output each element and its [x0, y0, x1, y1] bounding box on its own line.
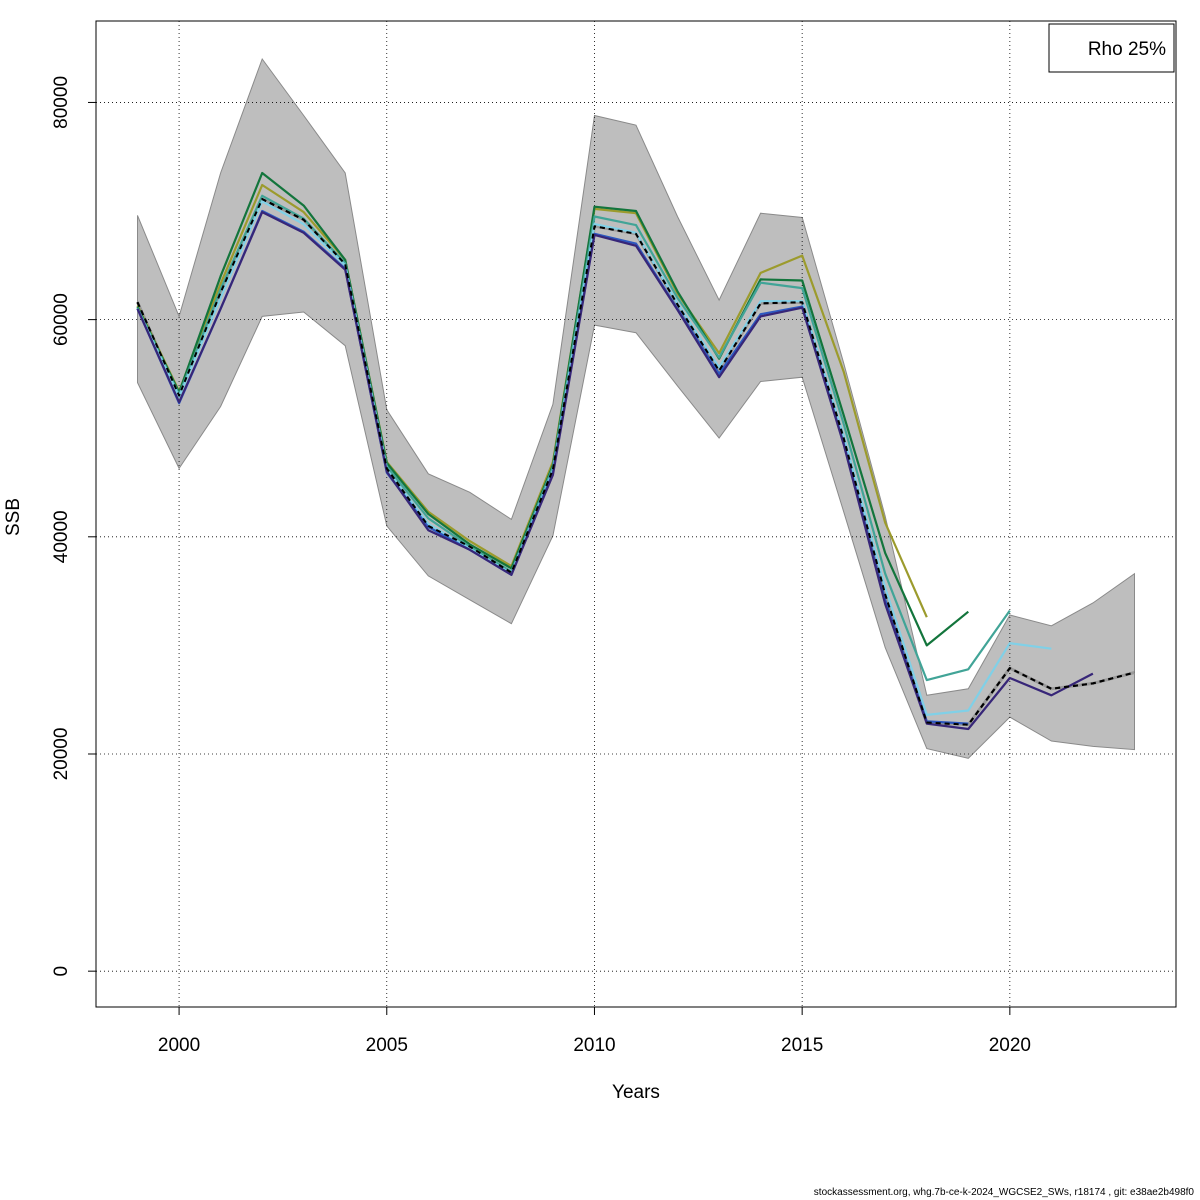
legend-box: [1048, 23, 1175, 73]
x-tick-label: 2005: [366, 1035, 408, 1056]
x-tick-label: 2010: [573, 1035, 615, 1056]
y-axis: 0 20000 40000 60000 80000: [51, 76, 97, 977]
series-lines: [136, 171, 1135, 731]
legend-label: Rho 25%: [1088, 39, 1166, 60]
series-line-reference: [136, 198, 1135, 726]
confidence-band: [137, 57, 1135, 759]
y-axis-title: SSB: [3, 498, 24, 536]
x-tick-label: 2020: [989, 1035, 1031, 1056]
legend: Rho 25%: [1048, 23, 1175, 73]
y-tick-label: 40000: [51, 510, 72, 563]
y-tick-label: 20000: [51, 728, 72, 781]
y-tick-label: 0: [51, 966, 72, 977]
x-axis-title: Years: [612, 1082, 660, 1103]
series-line-6: [136, 211, 1094, 731]
x-tick-label: 2000: [158, 1035, 200, 1056]
y-tick-label: 80000: [51, 76, 72, 129]
grid: [96, 21, 1176, 1007]
series-line-4: [136, 200, 1052, 717]
x-tick-label: 2015: [781, 1035, 823, 1056]
x-axis: 2000 2005 2010 2015 2020: [158, 1006, 1031, 1056]
y-tick-label: 60000: [51, 293, 72, 346]
footer-credit: stockassessment.org, whg.7b-ce-k-2024_WG…: [813, 1187, 1194, 1198]
confidence-band-area: [137, 57, 1135, 759]
